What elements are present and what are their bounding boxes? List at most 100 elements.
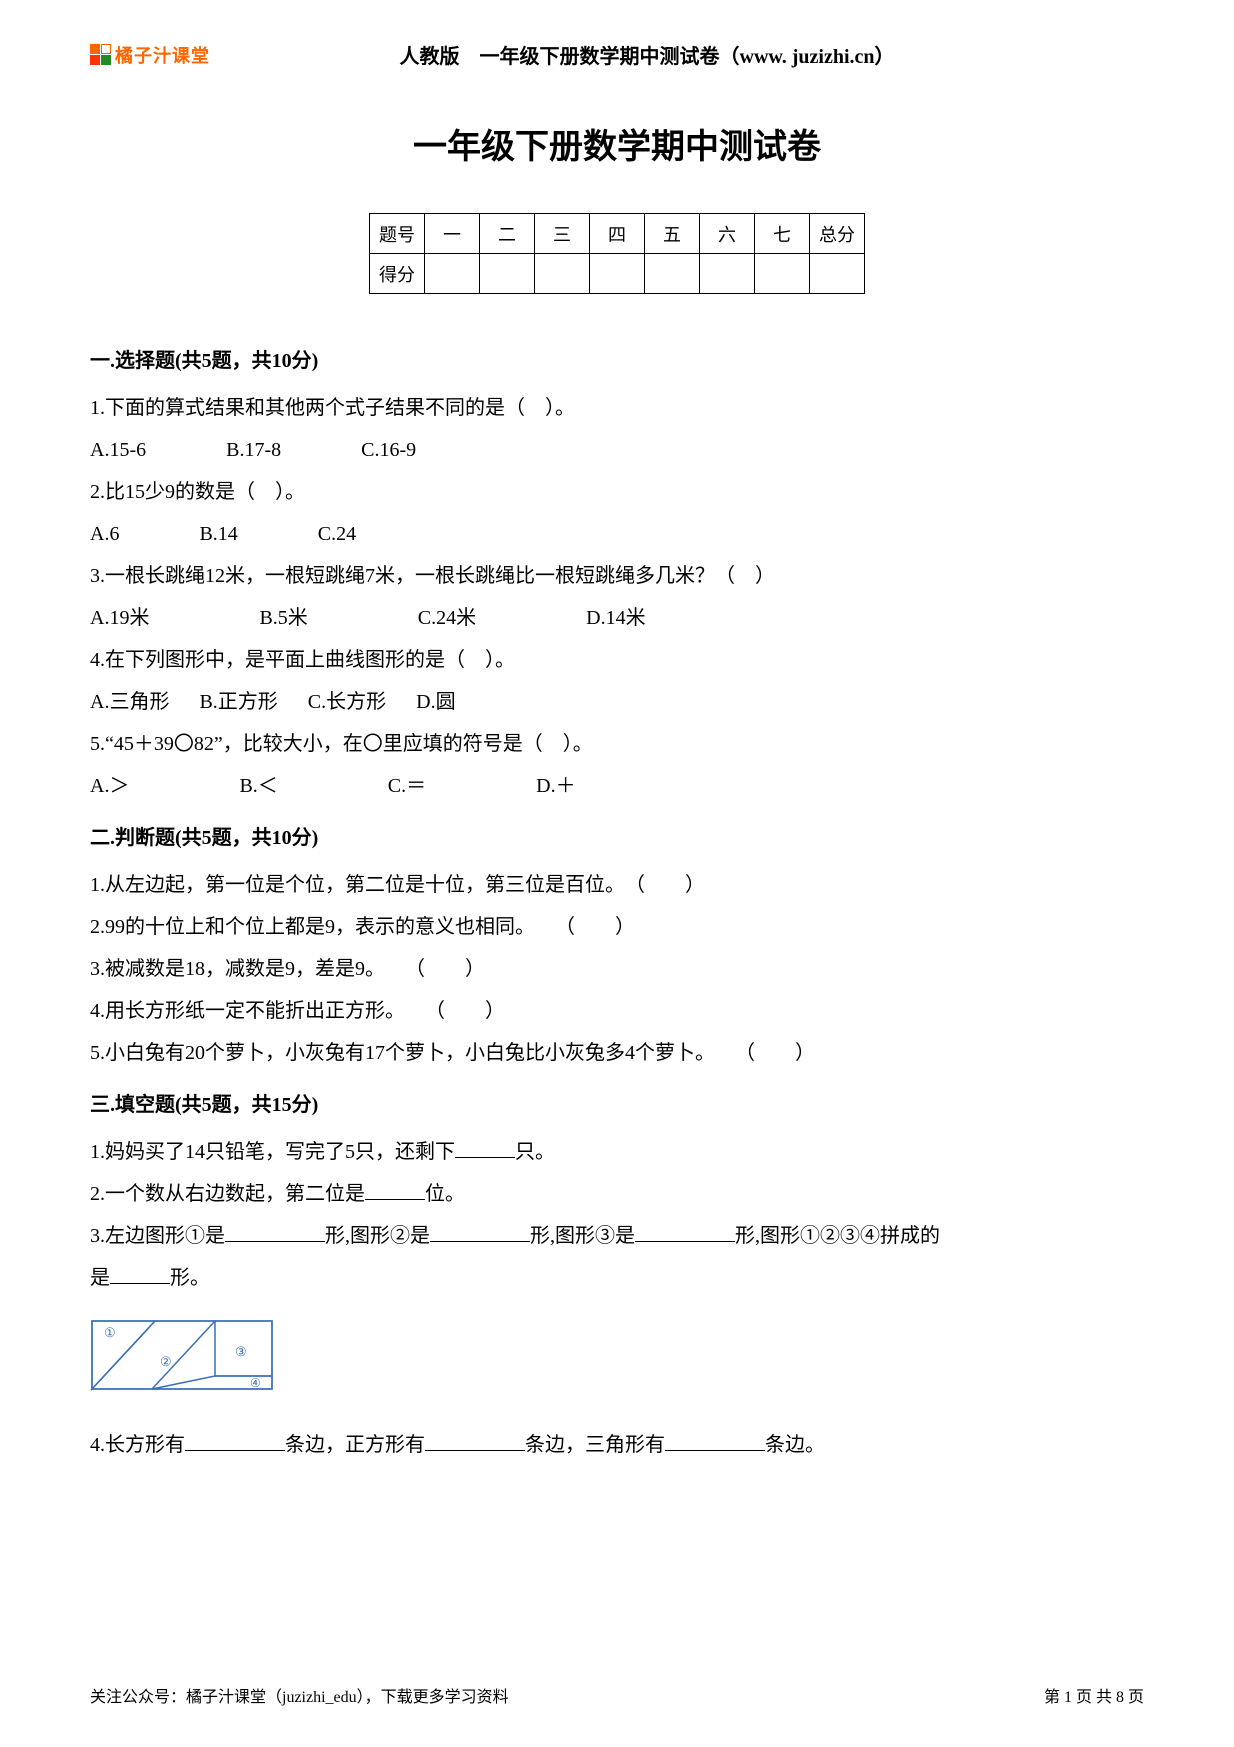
document-title: 一年级下册数学期中测试卷	[90, 119, 1144, 168]
score-table: 题号 一 二 三 四 五 六 七 总分 得分	[369, 213, 865, 294]
question: 2.比15少9的数是（ ）。	[90, 471, 1144, 513]
fig-label-1: ①	[104, 1325, 116, 1340]
text: 2.一个数从右边数起，第二位是	[90, 1183, 365, 1205]
logo-icon	[90, 44, 111, 65]
option: A.19米	[90, 597, 149, 639]
question: 4.长方形有 条边，正方形有 条边，三角形有 条边。	[90, 1424, 1144, 1466]
td-blank	[700, 254, 755, 294]
text: 位。	[425, 1183, 465, 1205]
th-col: 二	[480, 214, 535, 254]
fill-blank	[185, 1431, 285, 1451]
text: 形,图形①②③④拼成的	[735, 1225, 940, 1247]
page-footer: 关注公众号：橘子汁课堂（juzizhi_edu），下载更多学习资料 第 1 页 …	[90, 1683, 1144, 1707]
option-row: A.19米 B.5米 C.24米 D.14米	[90, 597, 1144, 639]
text: 条边。	[765, 1434, 825, 1456]
option: A.6	[90, 513, 119, 555]
page-header: 橘子汁课堂 人教版 一年级下册数学期中测试卷（www. juzizhi.cn）	[90, 40, 1144, 69]
question: 3.被减数是18，减数是9，差是9。 （ ）	[90, 948, 1144, 990]
text: 条边，三角形有	[525, 1434, 665, 1456]
td-blank	[425, 254, 480, 294]
text: 3.左边图形①是	[90, 1225, 225, 1247]
page: 橘子汁课堂 人教版 一年级下册数学期中测试卷（www. juzizhi.cn） …	[0, 0, 1234, 1747]
question: 是 形。	[90, 1257, 1144, 1299]
text: 形,图形②是	[325, 1225, 430, 1247]
th-col: 四	[590, 214, 645, 254]
option-row: A.三角形 B.正方形 C.长方形 D.圆	[90, 681, 1144, 723]
option: B.5米	[259, 597, 307, 639]
option: C.24	[318, 513, 356, 555]
td-label: 得分	[370, 254, 425, 294]
td-blank	[645, 254, 700, 294]
option: A.＞	[90, 765, 129, 807]
fill-blank	[430, 1222, 530, 1242]
text: 是	[90, 1267, 110, 1289]
option: C.长方形	[308, 681, 386, 723]
text: 形,图形③是	[530, 1225, 635, 1247]
fill-blank	[425, 1431, 525, 1451]
option: B.正方形	[199, 681, 277, 723]
td-blank	[755, 254, 810, 294]
question: 1.下面的算式结果和其他两个式子结果不同的是（ ）。	[90, 387, 1144, 429]
question: 2.一个数从右边数起，第二位是 位。	[90, 1173, 1144, 1215]
option-row: A.6 B.14 C.24	[90, 513, 1144, 555]
option: C.24米	[418, 597, 476, 639]
td-blank	[535, 254, 590, 294]
option-row: A.15-6 B.17-8 C.16-9	[90, 429, 1144, 471]
text: 1.妈妈买了14只铅笔，写完了5只，还剩下	[90, 1141, 455, 1163]
fill-blank	[110, 1264, 170, 1284]
fig-label-4: ④	[250, 1376, 261, 1390]
question: 3.一根长跳绳12米，一根短跳绳7米，一根长跳绳比一根短跳绳多几米？（ ）	[90, 555, 1144, 597]
fill-blank	[455, 1138, 515, 1158]
table-row: 得分	[370, 254, 865, 294]
th-col: 三	[535, 214, 590, 254]
td-blank	[480, 254, 535, 294]
question: 4.在下列图形中，是平面上曲线图形的是（ ）。	[90, 639, 1144, 681]
question: 5.小白兔有20个萝卜，小灰兔有17个萝卜，小白兔比小灰兔多4个萝卜。 （ ）	[90, 1032, 1144, 1074]
table-row: 题号 一 二 三 四 五 六 七 总分	[370, 214, 865, 254]
fig-label-3: ③	[235, 1344, 247, 1359]
text: 形。	[170, 1267, 210, 1289]
fill-blank	[365, 1180, 425, 1200]
text: 条边，正方形有	[285, 1434, 425, 1456]
running-header: 人教版 一年级下册数学期中测试卷（www. juzizhi.cn）	[270, 40, 1024, 69]
fill-blank	[665, 1431, 765, 1451]
th-col: 一	[425, 214, 480, 254]
question: 2.99的十位上和个位上都是9，表示的意义也相同。 （ ）	[90, 906, 1144, 948]
fig-label-2: ②	[160, 1354, 172, 1369]
question: 4.用长方形纸一定不能折出正方形。 （ ）	[90, 990, 1144, 1032]
option: A.三角形	[90, 681, 169, 723]
section-title-1: 一.选择题(共5题，共10分)	[90, 344, 1144, 373]
text: 只。	[515, 1141, 555, 1163]
fill-blank	[635, 1222, 735, 1242]
question: 3.左边图形①是 形,图形②是 形,图形③是 形,图形①②③④拼成的	[90, 1215, 1144, 1257]
th-col: 六	[700, 214, 755, 254]
option: C.16-9	[361, 429, 416, 471]
option: C.＝	[388, 765, 426, 807]
text: 4.长方形有	[90, 1434, 185, 1456]
question: 1.妈妈买了14只铅笔，写完了5只，还剩下 只。	[90, 1131, 1144, 1173]
th-label: 题号	[370, 214, 425, 254]
th-col: 总分	[810, 214, 865, 254]
th-col: 五	[645, 214, 700, 254]
th-col: 七	[755, 214, 810, 254]
option-row: A.＞ B.＜ C.＝ D.＋	[90, 765, 1144, 807]
td-blank	[590, 254, 645, 294]
question: 5.“45＋39〇82”，比较大小，在〇里应填的符号是（ ）。	[90, 723, 1144, 765]
question: 1.从左边起，第一位是个位，第二位是十位，第三位是百位。 （ ）	[90, 864, 1144, 906]
option: D.14米	[586, 597, 645, 639]
section-title-3: 三.填空题(共5题，共15分)	[90, 1088, 1144, 1117]
logo-text: 橘子汁课堂	[115, 42, 210, 68]
option: B.＜	[239, 765, 277, 807]
option: B.17-8	[226, 429, 281, 471]
shapes-figure: ① ② ③ ④	[90, 1311, 1144, 1406]
option: A.15-6	[90, 429, 146, 471]
footer-right: 第 1 页 共 8 页	[1044, 1683, 1144, 1707]
option: B.14	[199, 513, 237, 555]
section-title-2: 二.判断题(共5题，共10分)	[90, 821, 1144, 850]
option: D.圆	[416, 681, 455, 723]
option: D.＋	[536, 765, 575, 807]
shapes-svg: ① ② ③ ④	[90, 1311, 290, 1401]
fill-blank	[225, 1222, 325, 1242]
brand-logo: 橘子汁课堂	[90, 42, 210, 68]
td-blank	[810, 254, 865, 294]
